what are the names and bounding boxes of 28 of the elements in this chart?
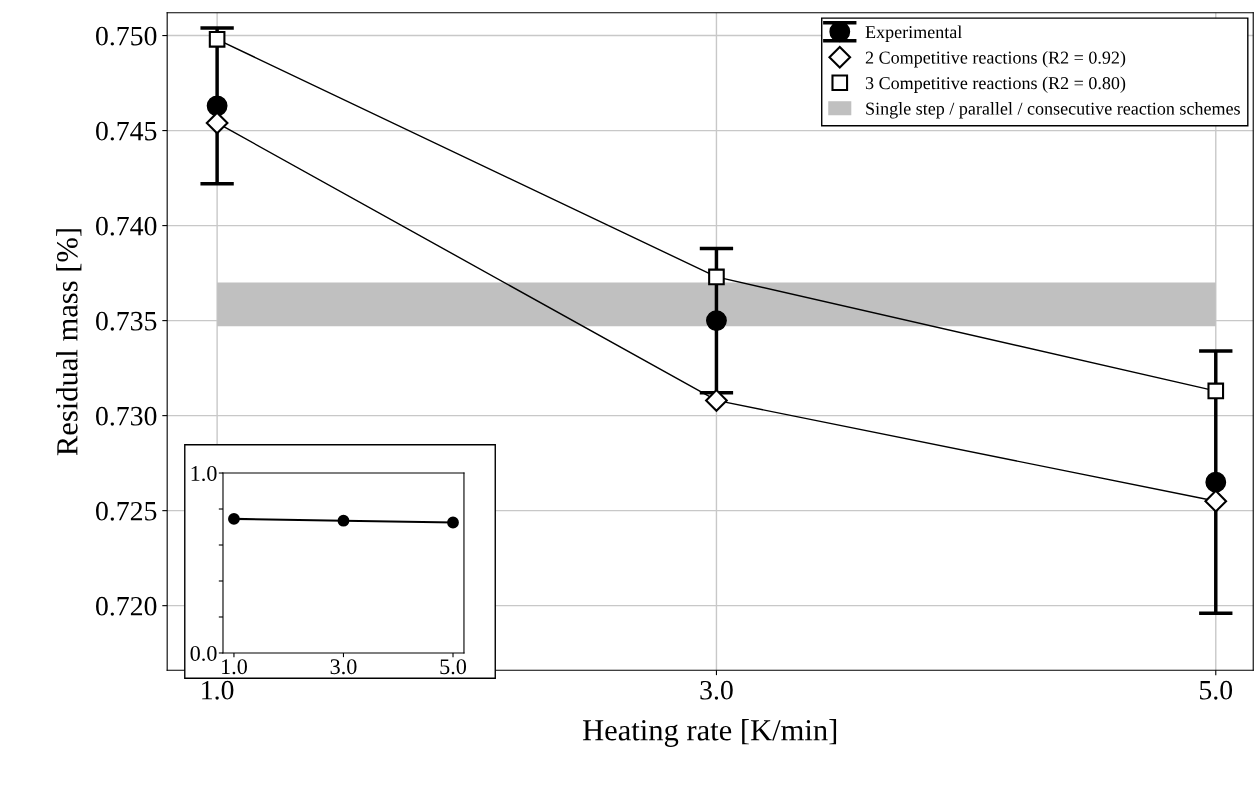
y-tick-label: 0.725: [96, 501, 157, 521]
x-tick-label: 3.0: [330, 659, 357, 675]
point: [1204, 489, 1228, 513]
y-tick-label: 0.740: [96, 216, 157, 236]
legend-label: 3 Competitive reactions (R2 = 0.80): [865, 76, 1126, 93]
y-tick-label: 0.720: [96, 596, 157, 616]
y-tick-label: 0.750: [96, 26, 157, 46]
x-tick-label: 3.0: [700, 680, 733, 700]
legend-label: Experimental: [865, 25, 962, 42]
point: [208, 31, 226, 48]
y-tick-label: 0.0: [190, 645, 217, 662]
x-tick-label: 5.0: [1200, 680, 1233, 700]
y-tick-label: 0.730: [96, 406, 157, 426]
x-axis-title: Heating rate [K/min]: [582, 719, 837, 747]
x-tick-label: 5.0: [440, 659, 467, 675]
y-axis-title: Residual mass [%]: [56, 229, 82, 456]
point: [205, 111, 229, 135]
point: [708, 268, 725, 286]
y-tick-label: 0.745: [96, 121, 157, 141]
point: [206, 95, 228, 117]
point: [705, 389, 728, 412]
point: [1207, 382, 1225, 400]
point: [1205, 471, 1227, 493]
y-tick-label: 0.735: [96, 311, 157, 331]
legend-label: 2 Competitive reactions (R2 = 0.92): [865, 51, 1126, 68]
point: [706, 310, 727, 332]
legend-label: Single step / parallel / consecutive reaction schemes: [866, 102, 1240, 119]
x-tick-label: 1.0: [222, 659, 247, 675]
